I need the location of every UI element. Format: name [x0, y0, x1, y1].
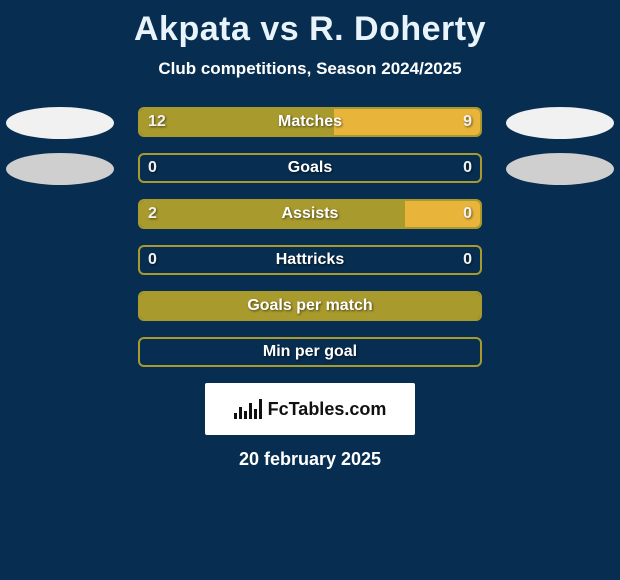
stat-track	[138, 199, 482, 229]
stat-track	[138, 291, 482, 321]
stat-row: Hattricks00	[0, 245, 620, 275]
player2-fill	[334, 109, 480, 135]
logo-text: FcTables.com	[268, 399, 387, 420]
logo-bar	[249, 403, 252, 419]
stat-row: Matches129	[0, 107, 620, 137]
player1-fill	[140, 201, 405, 227]
fctables-logo: FcTables.com	[205, 383, 415, 435]
player2-badge-ellipse	[506, 153, 614, 185]
date-text: 20 february 2025	[0, 449, 620, 470]
player1-name: Akpata	[134, 10, 250, 48]
player1-badge-ellipse	[6, 107, 114, 139]
stat-row: Goals00	[0, 153, 620, 183]
logo-bar	[239, 407, 242, 419]
player1-badge-ellipse	[6, 153, 114, 185]
logo-bar	[234, 413, 237, 419]
logo-bar	[244, 411, 247, 419]
logo-bar	[259, 399, 262, 419]
stat-row: Assists20	[0, 199, 620, 229]
subtitle: Club competitions, Season 2024/2025	[0, 59, 620, 79]
comparison-title: Akpata vs R. Doherty	[0, 0, 620, 49]
stat-row: Min per goal	[0, 337, 620, 367]
player2-name: R. Doherty	[309, 10, 486, 48]
stat-row: Goals per match	[0, 291, 620, 321]
stat-track	[138, 153, 482, 183]
player2-fill	[405, 201, 480, 227]
player1-fill	[140, 293, 480, 319]
stat-track	[138, 245, 482, 275]
stat-track	[138, 107, 482, 137]
player2-badge-ellipse	[506, 107, 614, 139]
logo-bars-icon	[234, 399, 262, 419]
comparison-chart: Matches129 Goals00 Assists20 Hattricks00 Goa…	[0, 107, 620, 367]
stat-track	[138, 337, 482, 367]
player1-fill	[140, 109, 334, 135]
vs-text: vs	[260, 10, 299, 48]
logo-bar	[254, 409, 257, 419]
